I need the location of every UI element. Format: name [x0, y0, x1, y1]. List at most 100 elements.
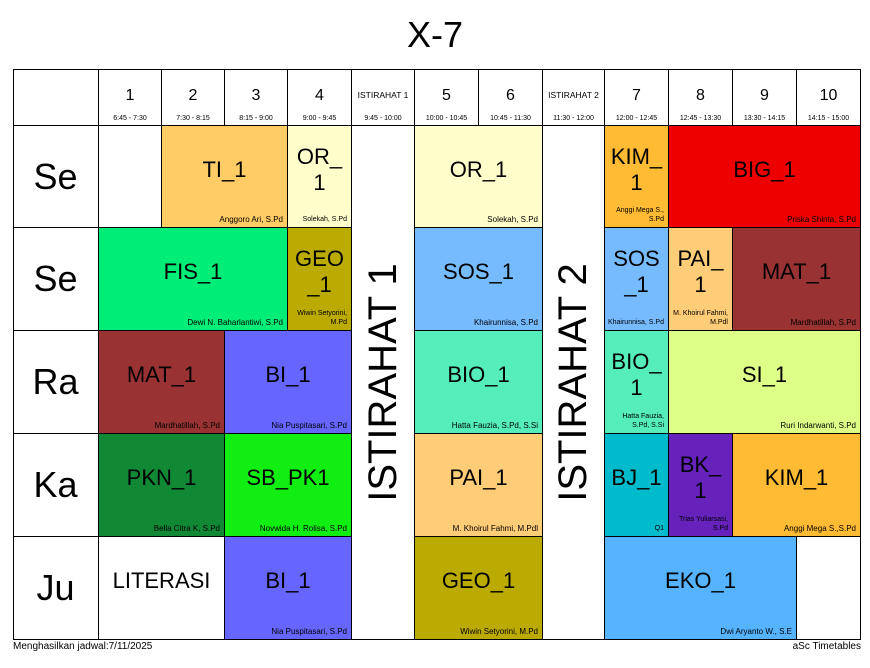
- lesson-subject: PAI_1: [449, 465, 508, 490]
- day-label: Se: [13, 228, 99, 331]
- lesson-cell: SOS _1 Khairunnisa, S.Pd: [605, 228, 669, 331]
- period-header: 6 10:45 - 11:30: [479, 69, 543, 126]
- lesson-cell: FIS_1 Dewi N. Baharlantiwi, S.Pd: [99, 228, 288, 331]
- lesson-cell: BK_ 1 Trias Yuliarsasi, S.Pd: [669, 434, 733, 537]
- period-label: 4: [315, 87, 324, 104]
- lesson-cell: GEO _1 Wiwin Setyorini, M.Pd: [288, 228, 352, 331]
- period-header: 9 13:30 - 14:15: [733, 69, 797, 126]
- lesson-teacher: Khairunnisa, S.Pd: [607, 319, 664, 326]
- day-label: Se: [13, 126, 99, 228]
- lesson-cell: GEO_1 Wiwin Setyorini, M.Pd: [415, 537, 543, 640]
- period-header: 2 7:30 - 8:15: [162, 69, 225, 126]
- lesson-subject: OR_ 1: [296, 143, 343, 195]
- lesson-cell: BIO_1 Hatta Fauzia, S.Pd, S.Si: [415, 331, 543, 434]
- break-label-vertical: ISTIRAHAT 1: [360, 263, 405, 502]
- period-label: 6: [506, 87, 515, 104]
- lesson-cell: KIM_1 Anggi Mega S.,S.Pd: [733, 434, 861, 537]
- period-label: 3: [251, 87, 261, 104]
- period-label: ISTIRAHAT 1: [357, 90, 409, 100]
- lesson-teacher: Anggi Mega S.,S.Pd: [783, 524, 856, 533]
- lesson-cell: SB_PK1 Novwida H. Rolisa, S.Pd: [225, 434, 352, 537]
- lesson-subject: FIS_1: [163, 259, 223, 284]
- lesson-subject: PKN_1: [126, 465, 197, 490]
- lesson-teacher: Nia Puspitasari, S.Pd: [271, 421, 347, 430]
- lesson-cell: [797, 537, 861, 640]
- period-time: 13:30 - 14:15: [743, 115, 786, 122]
- period-label: 2: [188, 87, 198, 104]
- lesson-subject: SOS _1: [613, 246, 660, 297]
- lesson-subject: BIO_1: [447, 362, 510, 387]
- lesson-teacher: Anggi Mega S., S.Pd: [616, 207, 664, 223]
- lesson-teacher: Priska Shinta, S.Pd: [787, 215, 856, 224]
- period-time: 12:00 - 12:45: [615, 115, 658, 122]
- lesson-teacher: Ruri Indarwanti, S.Pd: [780, 421, 856, 430]
- lesson-subject: KIM_1: [764, 465, 829, 490]
- break-column: ISTIRAHAT 2: [543, 126, 605, 640]
- lesson-subject: BI_1: [265, 568, 311, 593]
- lesson-subject: LITERASI: [112, 568, 211, 593]
- lesson-subject: KIM_ 1: [610, 143, 663, 195]
- period-label: 7: [632, 87, 641, 104]
- lesson-teacher: Hatta Fauzia, S.Pd, S.Si: [622, 413, 664, 429]
- lesson-subject: PAI_ 1: [677, 246, 724, 297]
- lesson-cell: PAI_ 1 M. Khoirul Fahmi, M.Pdl: [669, 228, 733, 331]
- lesson-subject: TI_1: [202, 156, 247, 182]
- lesson-teacher: Dwi Aryanto W., S.E: [720, 627, 792, 636]
- lesson-subject: EKO_1: [665, 568, 736, 593]
- period-time: 14:15 - 15:00: [807, 115, 850, 122]
- timetable-title: X-7: [406, 14, 464, 55]
- lesson-teacher: Wiwin Setyorini, M.Pd: [460, 627, 538, 636]
- day-label: Ju: [13, 537, 99, 640]
- lesson-subject: BK_ 1: [679, 452, 722, 503]
- lesson-teacher: Novwida H. Rolisa, S.Pd: [259, 524, 347, 533]
- period-header: 7 12:00 - 12:45: [605, 69, 669, 126]
- lesson-teacher: Solekah, S.Pd: [487, 215, 538, 224]
- period-time: 11:30 - 12:00: [553, 115, 594, 122]
- corner-cell: [13, 69, 99, 126]
- period-time: 7:30 - 8:15: [176, 115, 210, 122]
- app-credit: aSc Timetables: [792, 641, 861, 652]
- lesson-subject: BIO_ 1: [611, 349, 662, 400]
- lesson-cell: SI_1 Ruri Indarwanti, S.Pd: [669, 331, 861, 434]
- lesson-teacher: Mardhatillah, S.Pd: [154, 421, 220, 430]
- lesson-teacher: Dewi N. Baharlantiwi, S.Pd: [187, 318, 283, 327]
- period-time: 10:00 - 10:45: [425, 115, 468, 122]
- period-header: 10 14:15 - 15:00: [797, 69, 861, 126]
- period-time: 9:45 - 10:00: [364, 115, 402, 122]
- lesson-teacher: Trias Yuliarsasi, S.Pd: [678, 516, 728, 532]
- period-label: ISTIRAHAT 2: [548, 90, 599, 100]
- lesson-teacher: Bella Citra K, S.Pd: [153, 524, 220, 533]
- period-header: ISTIRAHAT 1 9:45 - 10:00: [352, 69, 415, 126]
- lesson-cell: PAI_1 M. Khoirul Fahmi, M.Pdl: [415, 434, 543, 537]
- lesson-cell: OR_ 1 Solekah, S.Pd: [288, 126, 352, 228]
- lesson-cell: SOS_1 Khairunnisa, S.Pd: [415, 228, 543, 331]
- lesson-cell: [99, 126, 162, 228]
- break-label-vertical: ISTIRAHAT 2: [551, 263, 596, 502]
- period-label: 5: [442, 87, 451, 104]
- period-header: 8 12:45 - 13:30: [669, 69, 733, 126]
- lesson-cell: BI_1 Nia Puspitasari, S.Pd: [225, 537, 352, 640]
- lesson-subject: BI_1: [265, 362, 311, 387]
- period-label: 10: [819, 87, 838, 104]
- lesson-subject: SB_PK1: [246, 465, 330, 490]
- lesson-teacher: Solekah, S.Pd: [302, 216, 347, 223]
- lesson-teacher: Nia Puspitasari, S.Pd: [271, 627, 347, 636]
- lesson-cell: MAT_1 Mardhatillah, S.Pd: [733, 228, 861, 331]
- lesson-teacher: Wiwin Setyorini, M.Pd: [297, 310, 347, 326]
- period-header: 1 6:45 - 7:30: [99, 69, 162, 126]
- lesson-teacher: Hatta Fauzia, S.Pd, S.Si: [451, 421, 538, 430]
- period-time: 8:15 - 9:00: [239, 115, 273, 122]
- lesson-cell: OR_1 Solekah, S.Pd: [415, 126, 543, 228]
- lesson-cell: TI_1 Anggoro Ari, S.Pd: [162, 126, 288, 228]
- lesson-subject: SI_1: [741, 362, 788, 387]
- lesson-cell: KIM_ 1 Anggi Mega S., S.Pd: [605, 126, 669, 228]
- period-time: 10:45 - 11:30: [490, 115, 531, 122]
- lesson-teacher: M. Khoirul Fahmi, M.Pdl: [673, 310, 728, 326]
- lesson-subject: GEO _1: [295, 246, 344, 297]
- lesson-teacher: Anggoro Ari, S.Pd: [219, 215, 283, 224]
- lesson-teacher: M. Khoirul Fahmi, M.Pdl: [452, 524, 538, 533]
- lesson-cell: LITERASI: [99, 537, 225, 640]
- period-header: 4 9:00 - 9:45: [288, 69, 352, 126]
- period-time: 12:45 - 13:30: [679, 115, 722, 122]
- period-header: ISTIRAHAT 2 11:30 - 12:00: [543, 69, 605, 126]
